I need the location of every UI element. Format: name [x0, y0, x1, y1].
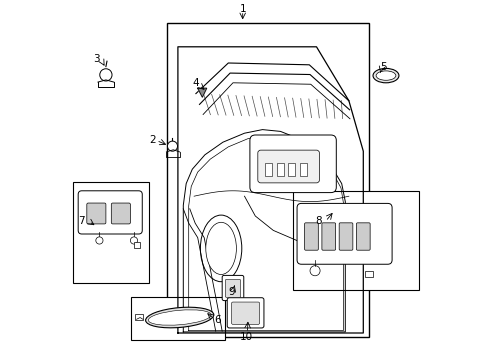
FancyBboxPatch shape [339, 223, 352, 250]
Bar [135, 314, 143, 320]
Bar [287, 163, 295, 176]
FancyBboxPatch shape [249, 135, 336, 193]
FancyBboxPatch shape [296, 203, 391, 264]
Ellipse shape [145, 307, 213, 328]
Bar [73, 182, 149, 283]
Text: 5: 5 [379, 62, 386, 72]
Text: 8: 8 [314, 216, 321, 226]
FancyBboxPatch shape [231, 302, 259, 324]
Text: 3: 3 [93, 54, 100, 64]
Bar [292, 191, 418, 290]
FancyBboxPatch shape [257, 150, 319, 183]
Circle shape [309, 266, 320, 276]
Bar [276, 163, 283, 176]
FancyBboxPatch shape [111, 203, 130, 224]
FancyBboxPatch shape [304, 223, 318, 250]
Text: 10: 10 [239, 332, 252, 342]
Bar [131, 297, 224, 340]
Bar [264, 163, 272, 176]
FancyBboxPatch shape [227, 298, 264, 328]
Ellipse shape [372, 68, 398, 83]
Text: 2: 2 [149, 135, 156, 145]
FancyBboxPatch shape [356, 223, 369, 250]
FancyBboxPatch shape [321, 223, 335, 250]
Ellipse shape [205, 222, 236, 274]
Bar [299, 163, 306, 176]
Circle shape [130, 237, 137, 244]
FancyBboxPatch shape [222, 275, 244, 301]
Bar [365, 271, 373, 277]
Text: 6: 6 [214, 315, 221, 325]
Text: 4: 4 [192, 78, 199, 88]
Ellipse shape [200, 215, 241, 282]
Circle shape [96, 237, 103, 244]
Text: 9: 9 [228, 287, 235, 297]
FancyBboxPatch shape [87, 203, 106, 224]
Bar [167, 23, 368, 337]
Bar [134, 242, 140, 248]
Circle shape [167, 141, 177, 151]
Ellipse shape [375, 71, 395, 80]
Ellipse shape [148, 310, 211, 325]
Circle shape [100, 69, 112, 81]
FancyBboxPatch shape [78, 191, 142, 234]
Text: 7: 7 [78, 216, 85, 226]
Polygon shape [197, 88, 206, 97]
Text: 1: 1 [239, 4, 245, 14]
FancyBboxPatch shape [225, 279, 240, 297]
